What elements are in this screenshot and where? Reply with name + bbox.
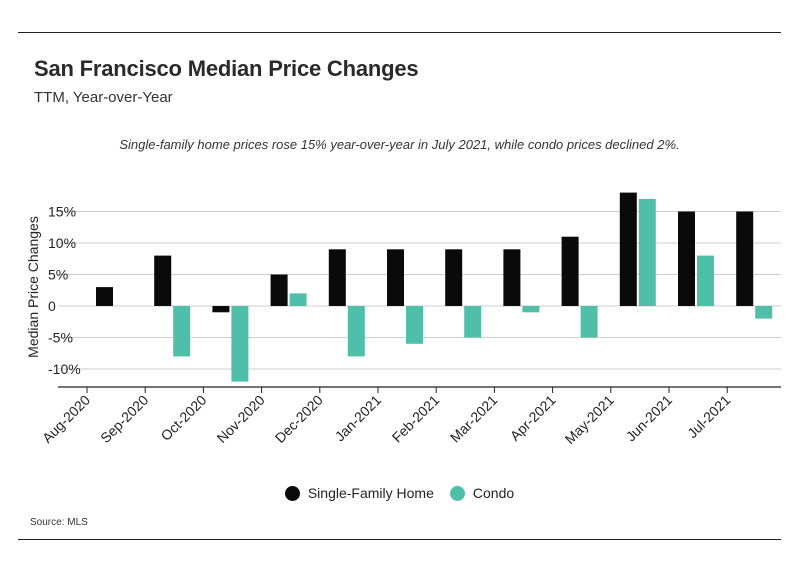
bar-condo [580, 306, 598, 338]
bar-single-family [445, 249, 463, 306]
x-tick-label: Aug-2020 [39, 392, 93, 446]
x-axis [58, 386, 781, 393]
bar-condo [231, 306, 249, 382]
y-tick-label: 0 [48, 298, 56, 314]
legend-item-condo: Condo [449, 485, 515, 501]
legend-swatch-condo [449, 485, 465, 501]
bar-single-family [503, 249, 521, 306]
bar-condo [347, 306, 365, 357]
x-tick-label: Oct-2020 [157, 392, 209, 444]
bottom-rule [18, 539, 781, 540]
bar-condo [638, 198, 656, 306]
legend: Single-Family Home Condo [0, 485, 799, 501]
x-tick-label: Nov-2020 [213, 392, 267, 446]
legend-label-condo: Condo [472, 485, 515, 501]
bar-condo [464, 306, 482, 338]
bar-single-family [387, 249, 404, 306]
x-tick-label: Sep-2020 [97, 392, 151, 446]
bar-condo [522, 306, 540, 313]
chart-subtitle: TTM, Year-over-Year [34, 89, 173, 106]
x-tick-label: May-2021 [562, 392, 617, 447]
y-tick-label: -5% [48, 330, 73, 346]
bar-single-family [328, 249, 346, 306]
bar-condo [173, 306, 191, 357]
bar-single-family [736, 211, 754, 306]
bar-single-family [619, 192, 637, 306]
x-tick-label: Jul-2021 [684, 392, 733, 441]
bar-single-family [561, 236, 579, 306]
bar-condo [755, 306, 773, 319]
x-tick-label: Feb-2021 [389, 392, 443, 446]
bar-single-family [154, 255, 172, 306]
y-axis-label: Median Price Changes [25, 216, 41, 358]
bar-condo [289, 293, 307, 306]
y-tick-label: -10% [48, 361, 81, 377]
y-tick-labels: 15% 10% 5% 0 -5% -10% [48, 204, 81, 378]
bar-single-family [270, 274, 288, 306]
x-tick-label: Apr-2021 [507, 392, 559, 444]
legend-item-single-family: Single-Family Home [284, 485, 434, 501]
x-tick-label: Jun-2021 [623, 392, 676, 445]
legend-swatch-single-family [284, 485, 300, 501]
bar-condo [406, 306, 423, 344]
bars [96, 192, 773, 382]
legend-label-single-family: Single-Family Home [307, 485, 434, 501]
y-tick-label: 15% [48, 204, 76, 220]
bar-condo [697, 255, 714, 306]
x-tick-label: Dec-2020 [272, 392, 326, 446]
chart-annotation: Single-family home prices rose 15% year-… [119, 137, 680, 152]
top-rule [18, 32, 781, 33]
x-tick-labels: Aug-2020 Sep-2020 Oct-2020 Nov-2020 Dec-2020… [39, 392, 734, 447]
y-tick-label: 5% [48, 267, 68, 283]
source-note: Source: MLS [30, 517, 88, 528]
chart-title: San Francisco Median Price Changes [34, 56, 419, 81]
bar-single-family [678, 211, 695, 306]
y-tick-label: 10% [48, 235, 76, 251]
x-tick-label: Jan-2021 [332, 392, 385, 445]
bar-single-family [96, 287, 113, 306]
x-tick-label: Mar-2021 [447, 392, 501, 446]
bar-single-family [212, 306, 230, 313]
